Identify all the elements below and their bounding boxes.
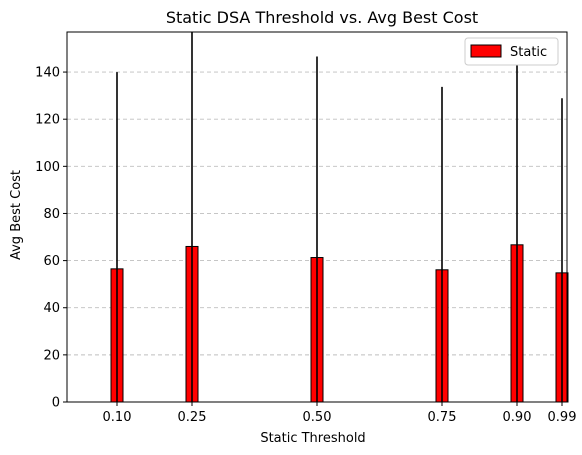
grid-lines	[67, 71, 567, 356]
y-tick-label: 120	[35, 113, 60, 128]
x-tick-label: 0.10	[103, 410, 132, 425]
x-tick-label: 0.25	[178, 410, 207, 425]
y-tick-label: 20	[43, 348, 60, 363]
y-tick-label: 140	[35, 66, 60, 81]
y-tick-label: 0	[52, 396, 60, 411]
legend-swatch	[470, 44, 502, 58]
x-axis-ticks: 0.10 0.25 0.50 0.75 0.90 0.99	[103, 402, 577, 425]
x-axis-label: Static Threshold	[260, 431, 365, 446]
y-tick-label: 80	[43, 207, 60, 222]
x-tick-label: 0.75	[428, 410, 457, 425]
legend: Static	[464, 37, 559, 66]
y-tick-label: 100	[35, 160, 60, 175]
y-axis-ticks: 0 20 40 60 80 100 120 140	[35, 66, 67, 411]
y-tick-label: 60	[43, 254, 60, 269]
error-bars	[116, 32, 563, 402]
x-tick-label: 0.90	[503, 410, 532, 425]
y-tick-label: 40	[43, 301, 60, 316]
x-tick-label: 0.50	[303, 410, 332, 425]
y-axis-label: Avg Best Cost	[9, 170, 24, 260]
chart-title: Static DSA Threshold vs. Avg Best Cost	[166, 8, 478, 27]
legend-label: Static	[510, 45, 547, 60]
x-tick-label: 0.99	[548, 410, 577, 425]
